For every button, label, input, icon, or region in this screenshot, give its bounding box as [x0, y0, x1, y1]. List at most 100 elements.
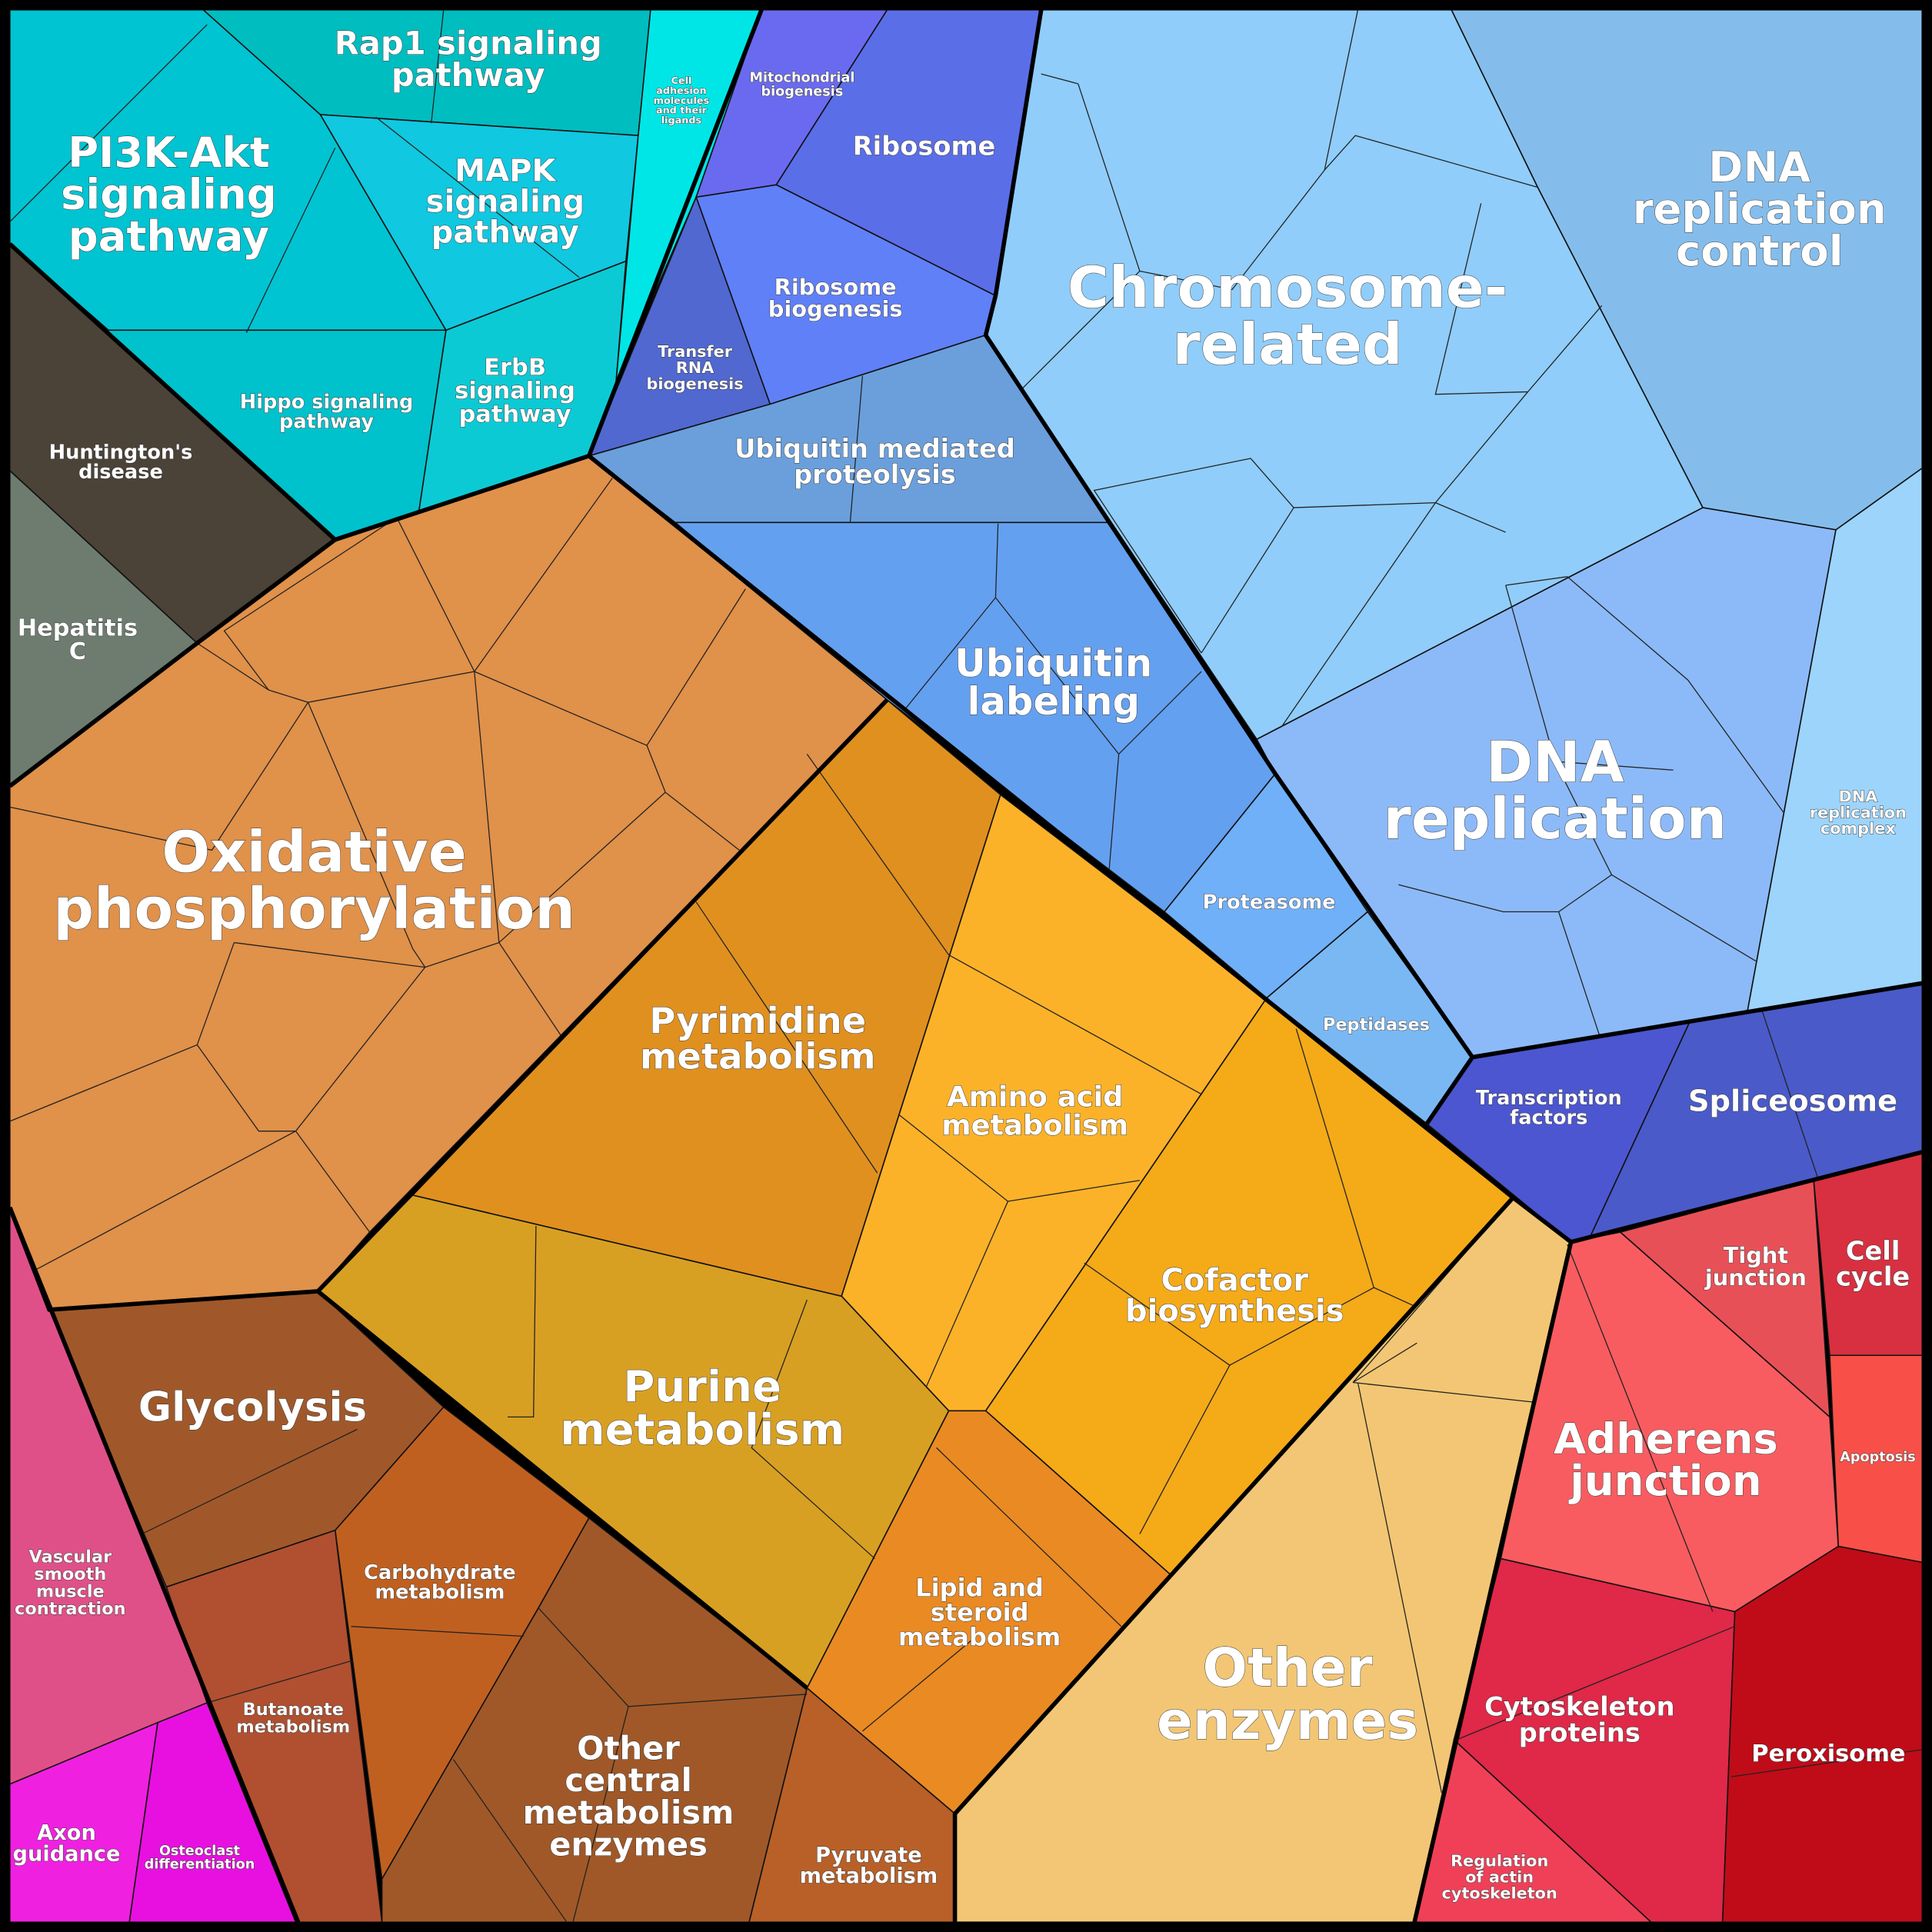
region-label: metabolism — [640, 1035, 875, 1077]
region-label: disease — [78, 461, 163, 484]
region-label: biogenesis — [768, 296, 903, 322]
region-label: RNA — [676, 358, 715, 377]
region-label: signaling — [426, 184, 585, 219]
region-label: proteolysis — [794, 460, 956, 490]
region-label: junction — [1704, 1264, 1807, 1291]
region-label: ligands — [661, 115, 702, 127]
region-label: enzymes — [549, 1825, 708, 1863]
region-label: Regulation — [1451, 1852, 1548, 1870]
region-label: Amino acid — [947, 1081, 1124, 1114]
region-label: PI3K-Akt — [68, 128, 270, 177]
region-label: Lipid and — [915, 1574, 1044, 1603]
region-label: phosphorylation — [53, 877, 575, 942]
region-label: signaling — [455, 378, 575, 405]
region-label: of actin — [1465, 1868, 1534, 1887]
region-label: metabolism — [941, 1109, 1128, 1142]
region-label: metabolism — [523, 1794, 734, 1831]
region-label: Pyruvate — [815, 1844, 922, 1867]
region-label: cycle — [1836, 1262, 1910, 1292]
region-label: Mitochondrial — [749, 71, 854, 86]
region-label: metabolism — [800, 1864, 938, 1888]
region-label: Huntington's — [49, 441, 193, 465]
region-label: Tight — [1724, 1242, 1789, 1268]
region-label: Transfer — [658, 342, 733, 361]
region-label: signaling — [61, 169, 277, 218]
region-label: control — [1676, 226, 1843, 275]
region-label: Ribosome — [774, 274, 897, 300]
region-label: Adherens — [1554, 1414, 1778, 1464]
region-label: biogenesis — [761, 84, 844, 99]
region-label: junction — [1568, 1456, 1761, 1505]
region-label: Butanoate — [243, 1700, 344, 1720]
sub-cell-lines — [9, 9, 1923, 1923]
region-label: Peroxisome — [1751, 1740, 1905, 1767]
region-label: metabolism — [898, 1623, 1061, 1652]
region-label: pathway — [68, 212, 269, 261]
region-label: differentiation — [145, 1857, 255, 1873]
region-label: replication — [1633, 185, 1887, 234]
region-label: biogenesis — [646, 375, 743, 393]
region-label: Transcription — [1476, 1087, 1622, 1110]
region-label: guidance — [13, 1842, 121, 1866]
region-label: Peptidases — [1323, 1014, 1430, 1034]
region-label: Other — [577, 1730, 680, 1767]
region-label: Rap1 signaling — [335, 24, 602, 62]
region-label: pathway — [459, 401, 571, 428]
region-label: Glycolysis — [138, 1384, 367, 1431]
region-label: Cell — [671, 75, 692, 87]
region-label: Cell — [1846, 1236, 1900, 1266]
region-label: replication — [1810, 803, 1907, 821]
region-label: related — [1173, 312, 1403, 378]
region-label: pathway — [431, 215, 579, 250]
region-label: Apoptosis — [1840, 1450, 1915, 1465]
region-label: proteins — [1519, 1717, 1641, 1747]
region-label: muscle — [36, 1581, 105, 1601]
region-label: Ubiquitin — [954, 641, 1152, 685]
region-label: DNA — [1838, 788, 1877, 806]
region-label: labeling — [967, 679, 1140, 724]
region-label: metabolism — [560, 1405, 844, 1455]
region-label: and their — [656, 105, 708, 117]
region-label: smooth — [34, 1564, 106, 1584]
region-label: Cofactor — [1161, 1263, 1308, 1298]
region-label: Carbohydrate — [364, 1561, 516, 1584]
region-label: DNA — [1486, 730, 1624, 795]
region-label: contraction — [15, 1599, 126, 1619]
group-borders — [8, 8, 1923, 1924]
region-label: Ribosome — [853, 132, 996, 162]
region-label: replication — [1383, 787, 1727, 852]
region-label: Oxidative — [162, 820, 466, 885]
region-label: pathway — [279, 411, 374, 434]
region-label: Osteoclast — [159, 1844, 241, 1859]
region-label: Spliceosome — [1688, 1084, 1897, 1118]
region-label: Other — [1203, 1637, 1373, 1699]
region-label: enzymes — [1157, 1690, 1418, 1752]
region-label: DNA — [1708, 142, 1810, 192]
cell — [1721, 1545, 1923, 1923]
region-label: central — [565, 1761, 691, 1799]
region-label: Axon — [37, 1821, 96, 1845]
region-label: cytoskeleton — [1442, 1884, 1557, 1902]
region-label: Hepatitis — [18, 615, 138, 641]
region-label: C — [69, 638, 86, 665]
region-label: biosynthesis — [1125, 1294, 1344, 1329]
region-label: metabolism — [375, 1581, 505, 1604]
region-label: Chromosome- — [1068, 256, 1508, 321]
region-label: factors — [1510, 1107, 1587, 1130]
region-label: Proteasome — [1203, 891, 1336, 914]
region-label: MAPK — [455, 153, 557, 188]
region-label: ErbB — [484, 355, 546, 381]
region-label: Hippo signaling — [240, 391, 414, 414]
cells — [9, 9, 1923, 1923]
region-label: Vascular — [28, 1547, 112, 1567]
region-label: steroid — [931, 1598, 1029, 1627]
region-label: molecules — [654, 95, 710, 107]
region-label: Ubiquitin mediated — [734, 434, 1015, 464]
region-label: Cytoskeleton — [1484, 1692, 1675, 1722]
region-label: Pyrimidine — [649, 1000, 866, 1041]
region-label: Purine — [623, 1362, 781, 1412]
region-label: complex — [1820, 819, 1896, 838]
